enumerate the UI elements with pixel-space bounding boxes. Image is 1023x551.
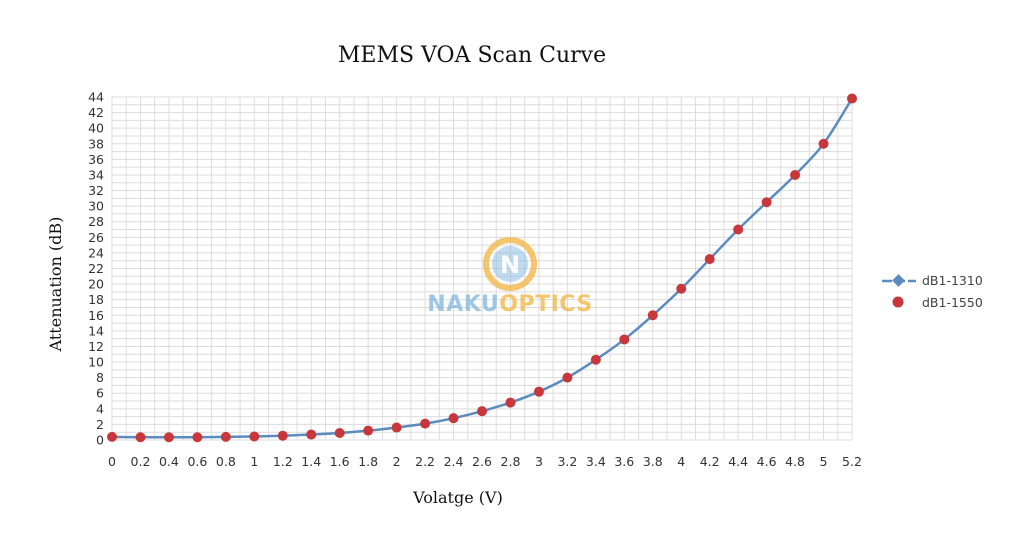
x-tick-label: 5.2 bbox=[842, 454, 862, 469]
x-tick-label: 5 bbox=[820, 454, 828, 469]
y-tick-label: 22 bbox=[88, 261, 104, 276]
data-point-dB1-1550 bbox=[647, 310, 658, 321]
x-axis-title: Volatge (V) bbox=[412, 488, 503, 507]
data-point-dB1-1550 bbox=[192, 432, 203, 443]
watermark-brand: NAKUOPTICS bbox=[427, 292, 592, 317]
data-point-dB1-1550 bbox=[334, 427, 345, 438]
x-tick-label: 0.6 bbox=[187, 454, 207, 469]
data-point-dB1-1550 bbox=[477, 406, 487, 417]
data-point-dB1-1550 bbox=[847, 93, 857, 104]
data-point-dB1-1550 bbox=[420, 418, 431, 429]
legend-item-series-1: dB1-1310 bbox=[882, 273, 983, 288]
legend-dot-marker bbox=[892, 296, 904, 308]
legend-diamond-marker bbox=[892, 274, 905, 287]
watermark-ring bbox=[483, 237, 537, 291]
data-point-dB1-1550 bbox=[107, 431, 117, 442]
x-tick-label: 4.4 bbox=[728, 454, 748, 469]
data-point-dB1-1550 bbox=[277, 430, 288, 441]
x-tick-label: 1.2 bbox=[273, 454, 293, 469]
y-tick-label: 42 bbox=[88, 105, 104, 120]
watermark-inner-circle bbox=[492, 246, 528, 282]
y-tick-label: 10 bbox=[88, 355, 104, 370]
watermark-logo: N NAKUOPTICS bbox=[427, 237, 592, 317]
watermark-brand-part2: OPTICS bbox=[499, 292, 592, 317]
x-tick-label: 3.4 bbox=[586, 454, 606, 469]
y-tick-label: 8 bbox=[96, 370, 104, 385]
data-point-dB1-1550 bbox=[533, 386, 544, 397]
y-axis-tick-labels: 0246810121416182022242628303234363840424… bbox=[88, 90, 104, 448]
data-point-dB1-1550 bbox=[448, 413, 459, 424]
y-tick-label: 18 bbox=[88, 292, 104, 307]
legend: dB1-1310 dB1-1550 bbox=[882, 273, 983, 310]
x-tick-label: 1 bbox=[250, 454, 258, 469]
x-tick-label: 1.8 bbox=[358, 454, 378, 469]
data-point-dB1-1550 bbox=[818, 138, 829, 149]
data-point-dB1-1550 bbox=[391, 422, 402, 433]
data-point-dB1-1550 bbox=[249, 431, 260, 442]
data-point-dB1-1550 bbox=[790, 169, 801, 180]
watermark-letter: N bbox=[500, 251, 520, 279]
data-point-dB1-1550 bbox=[562, 372, 573, 383]
x-tick-label: 2 bbox=[393, 454, 401, 469]
y-tick-label: 6 bbox=[96, 386, 104, 401]
grid-lines bbox=[111, 96, 853, 441]
x-tick-label: 0.2 bbox=[131, 454, 151, 469]
data-point-dB1-1550 bbox=[163, 432, 174, 443]
y-tick-label: 36 bbox=[88, 152, 104, 167]
y-tick-label: 38 bbox=[88, 136, 104, 151]
x-axis-tick-labels: 0 0.2 0.4 0.6 0.8 1 1.2 1.4 1.6 1.8 2 2.2 2.4 2.6 2.8 3… bbox=[108, 454, 862, 469]
data-point-dB1-1550 bbox=[220, 431, 231, 442]
x-tick-label: 3.8 bbox=[643, 454, 663, 469]
data-point-dB1-1550 bbox=[619, 334, 630, 345]
y-tick-label: 2 bbox=[96, 417, 104, 432]
x-tick-label: 1.6 bbox=[330, 454, 350, 469]
x-tick-label: 3.6 bbox=[614, 454, 634, 469]
chart-title: MEMS VOA Scan Curve bbox=[338, 43, 606, 68]
x-tick-label: 4.6 bbox=[757, 454, 777, 469]
x-tick-label: 4 bbox=[677, 454, 685, 469]
x-tick-label: 2.2 bbox=[415, 454, 435, 469]
data-point-dB1-1550 bbox=[590, 354, 601, 365]
data-point-dB1-1550 bbox=[363, 425, 374, 436]
data-point-dB1-1550 bbox=[704, 254, 715, 265]
data-point-dB1-1550 bbox=[306, 429, 317, 440]
y-axis-title: Attenuation (dB) bbox=[46, 217, 65, 353]
y-tick-label: 34 bbox=[88, 167, 104, 182]
x-tick-label: 0.8 bbox=[216, 454, 236, 469]
x-tick-label: 0 bbox=[108, 454, 116, 469]
y-tick-label: 12 bbox=[88, 339, 104, 354]
y-tick-label: 28 bbox=[88, 214, 104, 229]
y-tick-label: 0 bbox=[96, 433, 104, 448]
data-point-dB1-1550 bbox=[733, 224, 744, 235]
y-tick-label: 40 bbox=[88, 121, 104, 136]
y-tick-label: 20 bbox=[88, 277, 104, 292]
x-tick-label: 3 bbox=[535, 454, 543, 469]
x-tick-label: 4.8 bbox=[785, 454, 805, 469]
x-tick-label: 1.4 bbox=[301, 454, 321, 469]
y-tick-label: 44 bbox=[88, 90, 104, 105]
data-point-dB1-1550 bbox=[761, 197, 772, 208]
y-tick-label: 16 bbox=[88, 308, 104, 323]
legend-label-series-1: dB1-1310 bbox=[922, 273, 983, 288]
legend-item-series-2: dB1-1550 bbox=[892, 295, 983, 310]
legend-label-series-2: dB1-1550 bbox=[922, 295, 983, 310]
y-tick-label: 32 bbox=[88, 183, 104, 198]
y-tick-label: 26 bbox=[88, 230, 104, 245]
y-tick-label: 24 bbox=[88, 245, 104, 260]
x-tick-label: 2.4 bbox=[444, 454, 464, 469]
data-point-dB1-1550 bbox=[135, 432, 146, 443]
y-tick-label: 14 bbox=[88, 323, 104, 338]
series-layer bbox=[107, 93, 857, 443]
x-tick-label: 0.4 bbox=[159, 454, 179, 469]
x-tick-label: 2.6 bbox=[472, 454, 492, 469]
x-tick-label: 2.8 bbox=[501, 454, 521, 469]
watermark-brand-part1: NAKU bbox=[427, 292, 499, 317]
x-tick-label: 3.2 bbox=[557, 454, 577, 469]
y-tick-label: 4 bbox=[96, 401, 104, 416]
x-tick-label: 4.2 bbox=[700, 454, 720, 469]
data-point-dB1-1550 bbox=[505, 397, 516, 408]
data-point-dB1-1550 bbox=[676, 283, 687, 294]
y-tick-label: 30 bbox=[88, 199, 104, 214]
